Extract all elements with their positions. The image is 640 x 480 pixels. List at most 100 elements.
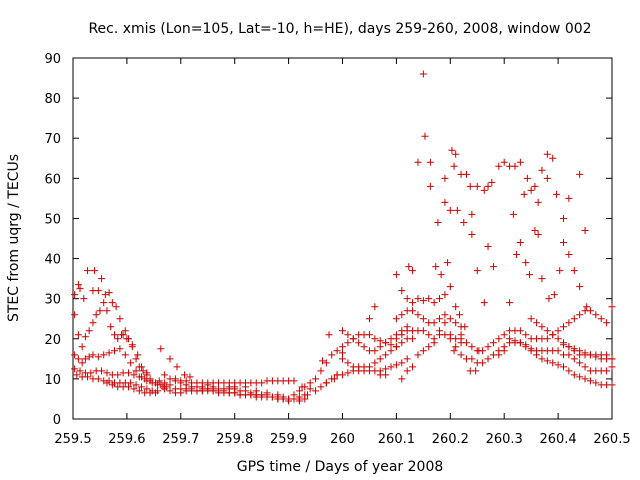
x-tick-label: 260: [330, 432, 355, 447]
data-point: [398, 339, 406, 347]
data-point: [312, 375, 320, 383]
data-point: [559, 239, 567, 247]
data-point: [500, 343, 508, 351]
data-point: [446, 206, 454, 214]
data-point: [576, 311, 584, 319]
data-point: [531, 226, 539, 234]
data-point: [295, 397, 303, 405]
data-point: [96, 307, 104, 315]
data-point: [452, 303, 460, 311]
data-point: [125, 383, 133, 391]
data-point: [135, 363, 143, 371]
data-point: [71, 365, 79, 373]
data-point: [322, 359, 330, 367]
data-point: [155, 377, 163, 385]
data-point: [398, 359, 406, 367]
data-point: [468, 210, 476, 218]
data-point: [452, 319, 460, 327]
data-point: [73, 371, 81, 379]
data-point: [247, 389, 255, 397]
data-point: [522, 259, 530, 267]
data-point: [444, 259, 452, 267]
data-point: [554, 327, 562, 335]
data-point: [592, 353, 600, 361]
data-point: [108, 381, 116, 389]
data-point: [534, 198, 542, 206]
data-point: [549, 331, 557, 339]
data-point: [85, 327, 93, 335]
data-point: [344, 359, 352, 367]
data-point: [398, 375, 406, 383]
series-arc-storm-mid: [392, 307, 465, 331]
data-point: [488, 178, 496, 186]
data-point: [570, 371, 578, 379]
data-point: [290, 377, 298, 385]
data-point: [543, 327, 551, 335]
data-point: [419, 315, 427, 323]
data-point: [125, 369, 133, 377]
data-point: [479, 359, 487, 367]
data-point: [231, 383, 239, 391]
data-point: [258, 379, 266, 387]
y-tick-label: 40: [44, 253, 61, 268]
data-point: [177, 389, 185, 397]
x-tick-label: 260.2: [432, 432, 469, 447]
data-point: [473, 267, 481, 275]
data-point: [319, 357, 327, 365]
data-point: [125, 335, 133, 343]
data-point: [468, 230, 476, 238]
data-point: [484, 243, 492, 251]
data-point: [603, 367, 611, 375]
x-tick-label: 260.1: [378, 432, 415, 447]
series-arc-late-floor: [506, 335, 616, 389]
data-point: [608, 381, 616, 389]
axes: 259.5 259.6 259.7 259.8 259.9 260 260.1 260.2 26…: [44, 52, 630, 447]
data-point: [204, 381, 212, 389]
x-axis-label: GPS time / Days of year 2008: [237, 459, 444, 475]
data-point: [527, 186, 535, 194]
x-tick-label: 259.8: [216, 432, 253, 447]
data-point: [103, 379, 111, 387]
data-point: [409, 267, 417, 275]
data-point: [425, 343, 433, 351]
data-point: [533, 319, 541, 327]
data-point: [565, 351, 573, 359]
data-point: [80, 295, 88, 303]
data-point: [462, 170, 470, 178]
data-point: [285, 397, 293, 405]
data-point: [432, 263, 440, 271]
x-tick-label: 259.9: [270, 432, 307, 447]
data-point: [89, 351, 97, 359]
series-arc-storm-low: [392, 327, 465, 347]
data-point: [111, 347, 119, 355]
data-point: [527, 315, 535, 323]
series-arc-storm-upper: [392, 271, 460, 311]
series-arc-low-early-4: [103, 379, 159, 397]
data-point: [559, 214, 567, 222]
data-point: [94, 353, 102, 361]
data-point: [489, 339, 497, 347]
data-point: [409, 307, 417, 315]
data-point: [268, 393, 276, 401]
x-tick-label: 259.6: [108, 432, 145, 447]
data-point: [135, 373, 143, 381]
data-point: [135, 387, 143, 395]
data-point: [91, 267, 99, 275]
data-point: [398, 287, 406, 295]
data-point: [71, 351, 79, 359]
data-point: [103, 369, 111, 377]
data-point: [371, 303, 379, 311]
data-point: [543, 174, 551, 182]
data-point: [495, 347, 503, 355]
data-point: [100, 351, 108, 359]
data-point: [71, 291, 79, 299]
series-arc-low-early-2: [71, 365, 170, 391]
data-point: [570, 355, 578, 363]
data-point: [570, 267, 578, 275]
data-point: [92, 311, 100, 319]
data-point: [166, 381, 174, 389]
data-point: [516, 339, 524, 347]
data-point: [376, 337, 384, 345]
data-point: [414, 158, 422, 166]
